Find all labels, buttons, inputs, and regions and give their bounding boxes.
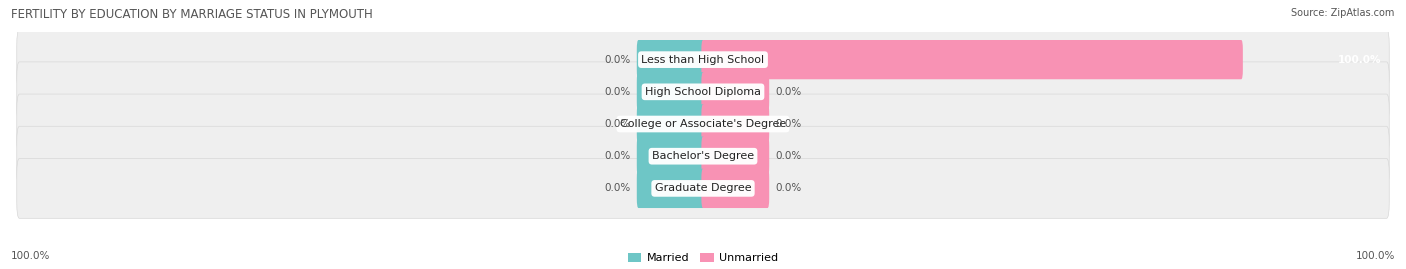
FancyBboxPatch shape: [637, 137, 704, 176]
FancyBboxPatch shape: [637, 169, 704, 208]
Text: 0.0%: 0.0%: [605, 55, 630, 65]
Legend: Married, Unmarried: Married, Unmarried: [623, 248, 783, 268]
FancyBboxPatch shape: [637, 72, 704, 111]
Text: High School Diploma: High School Diploma: [645, 87, 761, 97]
FancyBboxPatch shape: [17, 158, 1389, 218]
FancyBboxPatch shape: [17, 126, 1389, 186]
Text: 100.0%: 100.0%: [1355, 251, 1395, 261]
Text: Source: ZipAtlas.com: Source: ZipAtlas.com: [1291, 8, 1395, 18]
Text: 0.0%: 0.0%: [605, 151, 630, 161]
Text: 0.0%: 0.0%: [605, 119, 630, 129]
Text: Bachelor's Degree: Bachelor's Degree: [652, 151, 754, 161]
FancyBboxPatch shape: [702, 104, 769, 144]
Text: 0.0%: 0.0%: [776, 183, 801, 193]
FancyBboxPatch shape: [702, 72, 769, 111]
FancyBboxPatch shape: [17, 62, 1389, 122]
Text: 0.0%: 0.0%: [605, 87, 630, 97]
Text: Graduate Degree: Graduate Degree: [655, 183, 751, 193]
Text: 0.0%: 0.0%: [776, 119, 801, 129]
FancyBboxPatch shape: [637, 104, 704, 144]
FancyBboxPatch shape: [702, 137, 769, 176]
Text: 0.0%: 0.0%: [605, 183, 630, 193]
Text: Less than High School: Less than High School: [641, 55, 765, 65]
Text: 100.0%: 100.0%: [11, 251, 51, 261]
FancyBboxPatch shape: [637, 40, 704, 79]
Text: 100.0%: 100.0%: [1337, 55, 1381, 65]
FancyBboxPatch shape: [17, 94, 1389, 154]
Text: 0.0%: 0.0%: [776, 151, 801, 161]
Text: FERTILITY BY EDUCATION BY MARRIAGE STATUS IN PLYMOUTH: FERTILITY BY EDUCATION BY MARRIAGE STATU…: [11, 8, 373, 21]
Text: College or Associate's Degree: College or Associate's Degree: [620, 119, 786, 129]
FancyBboxPatch shape: [702, 169, 769, 208]
FancyBboxPatch shape: [702, 40, 1243, 79]
FancyBboxPatch shape: [17, 30, 1389, 90]
Text: 0.0%: 0.0%: [776, 87, 801, 97]
